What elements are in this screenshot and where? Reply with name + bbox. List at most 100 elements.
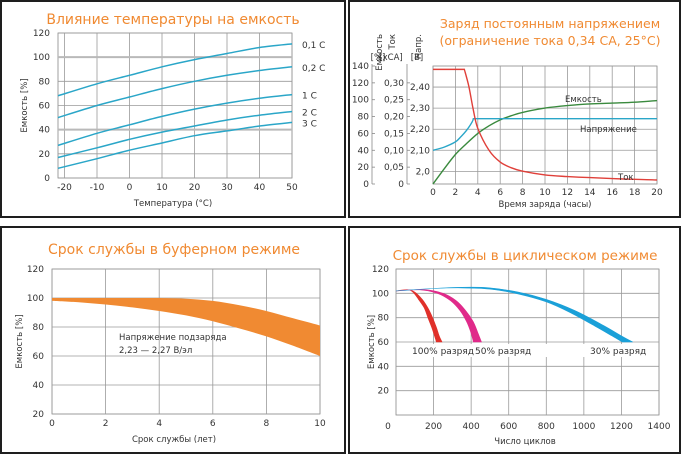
y-tick-label: 2,20 (410, 125, 430, 135)
series-line (432, 117, 658, 151)
series-label: 50% разряд (475, 347, 531, 357)
annotation-line-1: Напряжение подзаряда (119, 333, 227, 343)
x-tick-label: 10 (539, 188, 551, 198)
y-tick-label: 120 (372, 265, 389, 275)
x-tick-label: 0 (385, 422, 391, 432)
x-axis-label: Срок службы (лет) (132, 435, 216, 445)
y-tick-label: 0,20 (384, 113, 404, 123)
y-tick-label: 40 (39, 126, 51, 136)
y-tick-label: 80 (378, 314, 390, 324)
x-tick-label: 30 (221, 183, 233, 193)
y-tick-label: 2,10 (410, 146, 430, 156)
label-backdrop (406, 344, 649, 357)
series-label: 2 C (302, 109, 317, 119)
cycle-band (395, 286, 633, 343)
x-tick-label: 10 (314, 419, 326, 429)
chart-title: Срок службы в буферном режиме (48, 242, 300, 258)
y-tick-label: 60 (33, 352, 45, 362)
axis-title: Напр. (414, 34, 424, 59)
cycle-life-panel: Срок службы в циклическом режиме 0 200 400 6… (348, 226, 681, 454)
y-axis-label: Емкость [%] (15, 314, 25, 368)
y-tick-label: 120 (352, 79, 369, 89)
x-tick-label: 6 (497, 188, 503, 198)
x-tick-label: 40 (254, 183, 266, 193)
x-tick-label: 400 (463, 422, 480, 432)
y-tick-label: 20 (39, 150, 51, 160)
series-line (432, 99, 658, 185)
series-line-02C (57, 66, 293, 119)
y-tick-label: 60 (378, 338, 390, 348)
x-tick-label: 16 (606, 188, 618, 198)
series-label: 0,2 C (302, 64, 325, 74)
series-label-voltage: Напряжение (580, 125, 637, 135)
y-tick-label: 60 (39, 102, 51, 112)
y-tick-label: 2,30 (410, 104, 430, 114)
x-tick-label: 12 (562, 188, 573, 198)
chart-title-line-1: Заряд постоянным напряжением (440, 16, 660, 31)
x-tick-label: 0 (430, 188, 436, 198)
series-line-2C (57, 110, 293, 159)
x-tick-label: 20 (189, 183, 201, 193)
x-tick-label: 2 (453, 188, 459, 198)
x-tick-label: -20 (57, 183, 72, 193)
y-tick-label: 0,10 (384, 146, 404, 156)
y-tick-label: 100 (372, 289, 389, 299)
x-tick-label: 1200 (610, 422, 633, 432)
y-tick-label: 20 (378, 387, 390, 397)
y-tick-label: 40 (33, 381, 45, 391)
y-tick-label: 80 (39, 77, 51, 87)
y-axis-label: Емкость [%] (20, 78, 30, 132)
temperature-capacity-panel: Влияние температуры на емкость -20 -10 0 10 2… (0, 0, 346, 218)
series-line (433, 68, 658, 181)
cycle-band (395, 289, 482, 343)
x-tick-label: 200 (425, 422, 442, 432)
axis-unit: [xCA] (379, 53, 402, 63)
constant-voltage-charge-panel: Заряд постоянным напряжением (ограничение… (348, 0, 681, 218)
axis-title: Емкость (375, 34, 385, 71)
annotation-line-2: 2,23 — 2,27 В/эл (119, 346, 192, 356)
series-label: 0,1 C (302, 41, 325, 51)
x-tick-label: 10 (156, 183, 168, 193)
axis-unit: [%] (371, 53, 386, 63)
series-line-3C (57, 121, 293, 170)
series-label: 1 C (302, 92, 317, 102)
float-life-panel: Срок службы в буферном режиме 0 2 4 6 8 10 20 40… (0, 226, 346, 454)
axis-unit: [В] (411, 53, 423, 63)
chart-title: Срок службы в циклическом режиме (393, 248, 658, 264)
y-tick-label: 80 (358, 113, 370, 123)
y-tick-label: 0 (44, 174, 50, 184)
y-tick-label: 100 (33, 53, 50, 63)
x-tick-label: 800 (538, 422, 555, 432)
y-tick-label: 20 (33, 410, 45, 420)
y-tick-label: 120 (27, 265, 44, 275)
x-tick-label: 2 (103, 419, 109, 429)
x-tick-label: 14 (584, 188, 596, 198)
x-tick-label: 1400 (648, 422, 671, 432)
x-tick-label: 600 (500, 422, 517, 432)
axis-title: Ток (388, 34, 398, 51)
series-line-01C (57, 43, 293, 97)
y-axis-label: Емкость [%] (367, 315, 377, 369)
series-label-current: Ток (617, 173, 634, 183)
x-tick-label: 4 (475, 188, 481, 198)
chart-title: Влияние температуры на емкость (46, 12, 299, 28)
x-tick-label: 0 (49, 419, 55, 429)
y-tick-label: 100 (27, 294, 44, 304)
series-label-capacity: Емкость (565, 95, 602, 105)
x-tick-label: 6 (210, 419, 216, 429)
y-tick-label: 80 (33, 323, 45, 333)
y-tick-label: 0 (398, 180, 404, 190)
y-tick-label: 20 (358, 163, 370, 173)
x-tick-label: 8 (520, 188, 526, 198)
y-tick-label: 0,15 (384, 129, 404, 139)
y-tick-label: 2,0 (416, 167, 431, 177)
x-tick-label: 20 (651, 188, 663, 198)
temperature-capacity-chart: Влияние температуры на емкость -20 -10 0 10 2… (20, 12, 325, 209)
y-tick-label: 100 (352, 96, 369, 106)
chart-title-line-2: (ограничение тока 0,34 СА, 25°С) (440, 33, 661, 48)
x-tick-label: 1000 (572, 422, 595, 432)
x-tick-label: -10 (90, 183, 105, 193)
x-axis-label: Число циклов (494, 437, 555, 447)
series-label: 30% разряд (590, 347, 646, 357)
x-axis-label: Температура (°C) (133, 199, 212, 209)
